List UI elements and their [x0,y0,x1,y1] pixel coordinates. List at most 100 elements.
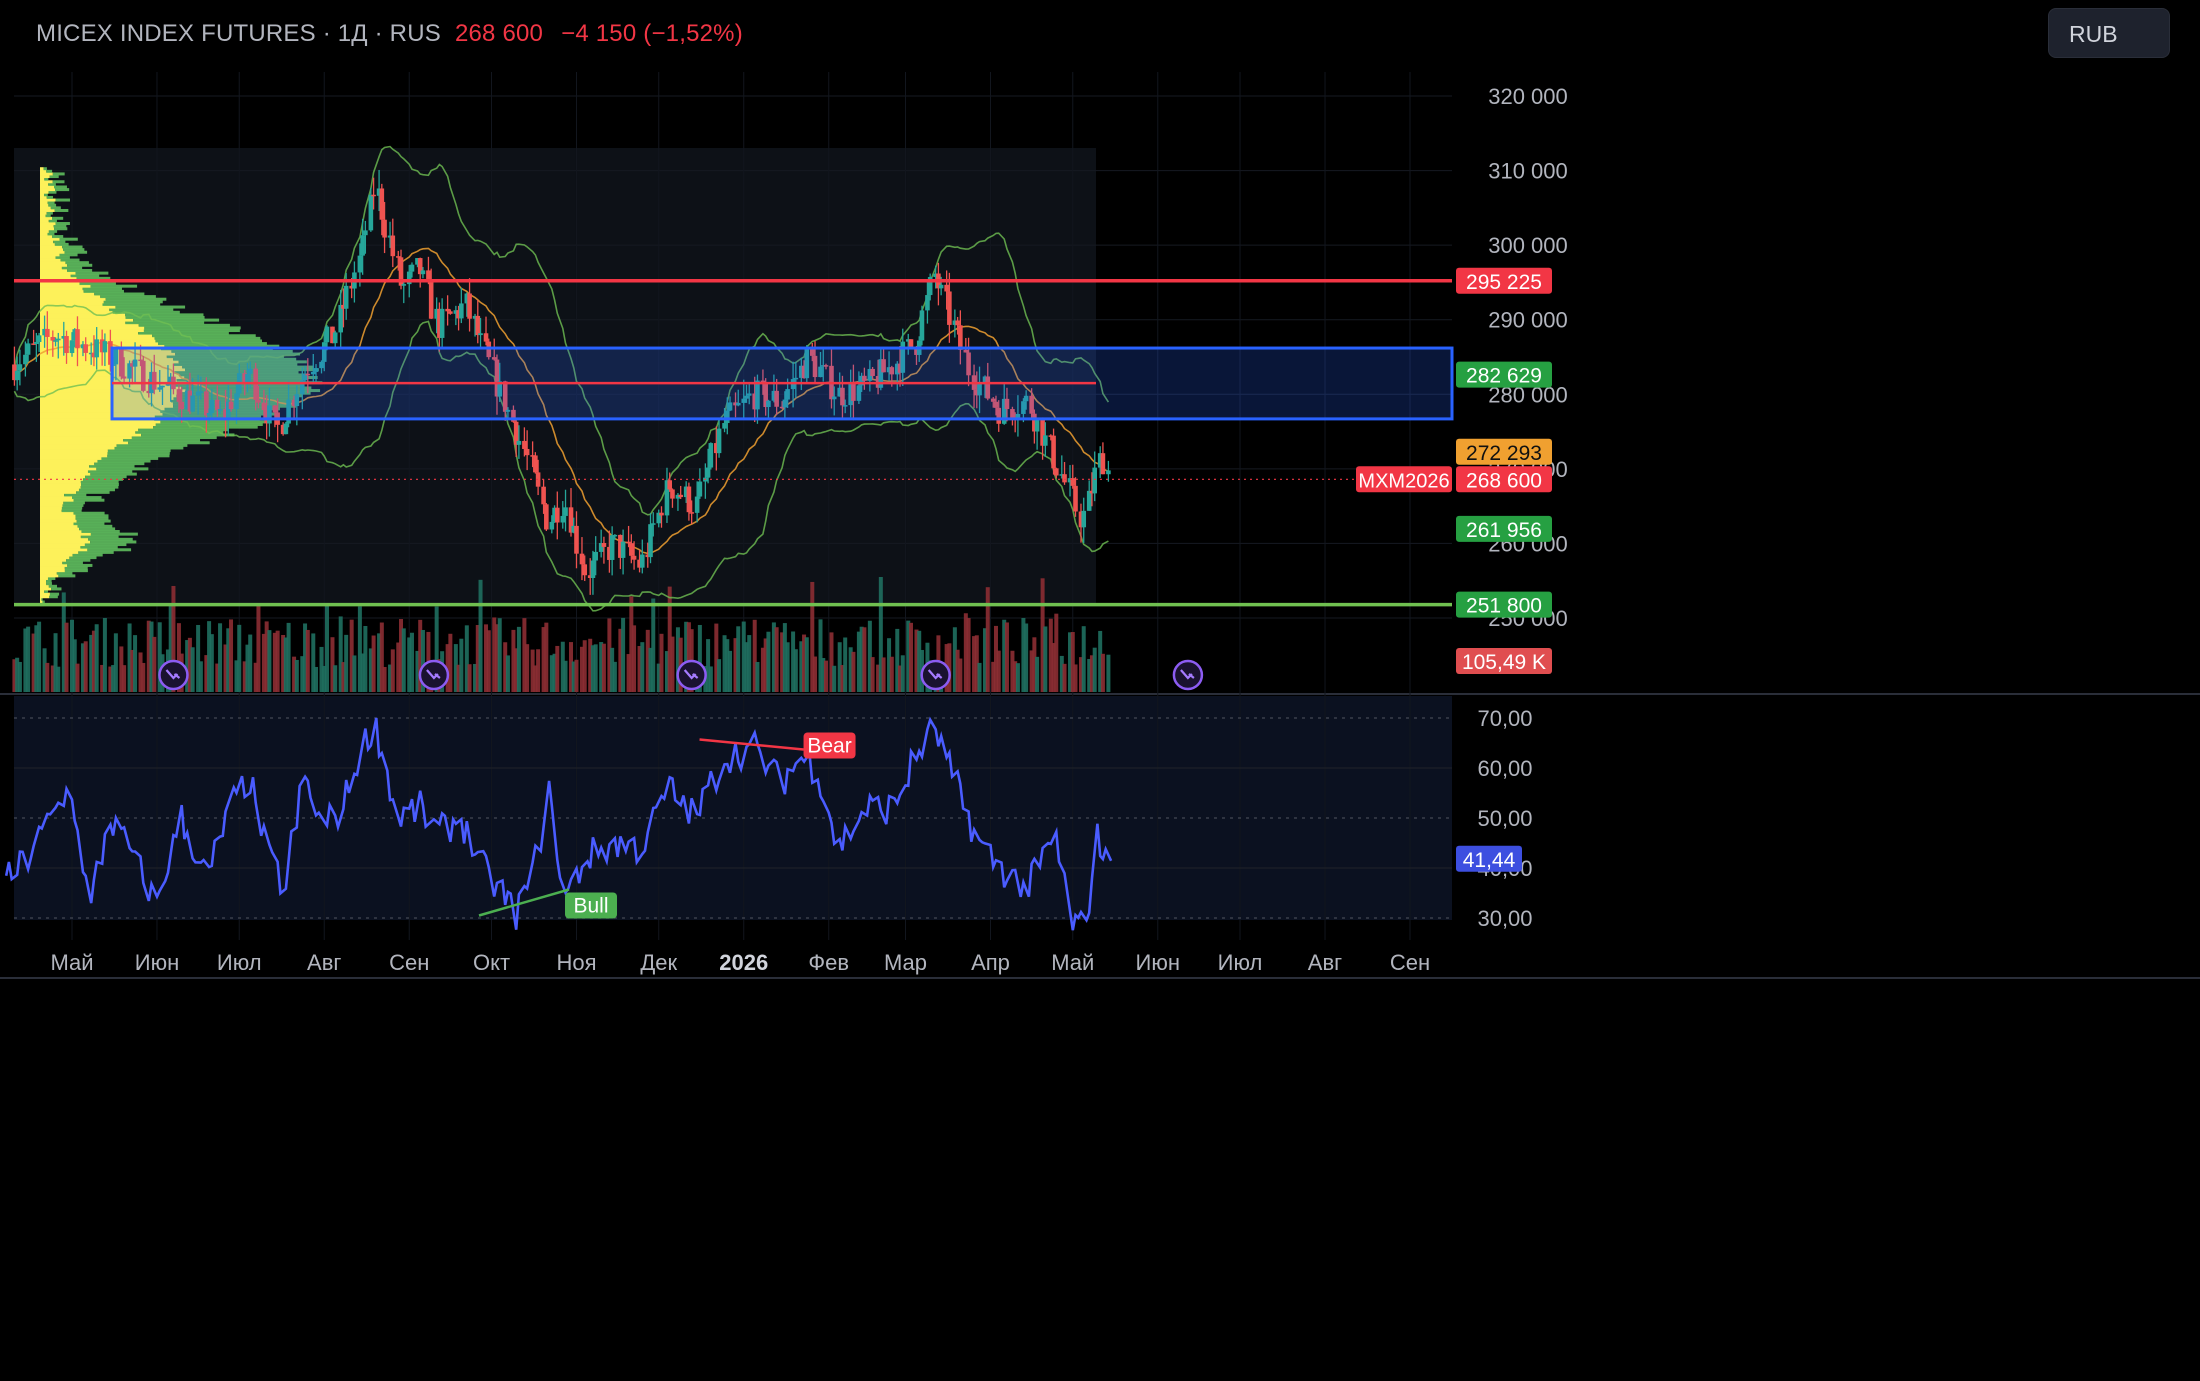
volume-bar [505,655,510,692]
profile-bar-rest [162,412,276,416]
profile-bar-value [40,428,139,432]
volume-bar [34,625,39,692]
profile-bar-rest [173,357,297,361]
candle-body [242,373,248,383]
volume-bar [823,660,828,692]
candle-body [809,347,815,356]
candle-body [55,338,61,341]
candle-body [659,512,664,516]
candle-body [121,376,127,379]
profile-bar-value [40,214,46,218]
candle-body [977,383,982,396]
profile-bar-rest [79,527,116,531]
volume-bar [314,666,319,692]
price-tag-text: 268 600 [1466,469,1542,492]
profile-bar-rest [62,245,83,249]
profile-bar-value [40,493,65,497]
profile-bar-value [40,566,65,570]
volume-bar [895,628,900,692]
candle-body [966,352,971,376]
volume-bar [100,664,105,692]
profile-bar-rest [46,169,53,173]
volume-bar [171,585,176,692]
volume-bar [878,577,883,692]
profile-bar-rest [41,597,43,601]
volume-bar [253,662,258,692]
candle-body [938,284,944,289]
profile-bar-rest [75,271,109,275]
profile-bar-value [40,248,64,252]
profile-bar-rest [69,556,97,560]
profile-bar-rest [78,488,115,492]
profile-bar-rest [48,229,58,233]
profile-bar-value [40,329,144,333]
candle-body [1054,468,1059,476]
profile-bar-value [40,584,49,588]
candle-body [763,382,768,408]
profile-bar-rest [61,266,83,270]
profile-bar-rest [100,295,156,299]
event-arrow-icon [165,669,181,680]
volume-bar [17,661,22,692]
profile-bar-value [40,190,49,194]
profile-bar-value [40,295,101,299]
candle-body [535,472,541,487]
volume-bar [1054,613,1059,692]
volume-bar [45,662,50,692]
candle-body [376,188,382,196]
candle-body [631,555,637,560]
profile-bar-value [40,576,48,580]
candle-body [708,443,714,468]
profile-bar-value [40,193,45,197]
event-markers[interactable] [158,659,1204,691]
candle-body [856,385,862,401]
profile-bar-value [40,208,55,212]
rsi-line [4,716,1113,931]
profile-bar-value [40,266,62,270]
profile-bar-value [40,535,81,539]
profile-bar-rest [58,574,76,578]
candle-body [544,504,549,530]
profile-bar-value [40,188,56,192]
profile-bar-rest [75,514,109,518]
profile-bar-rest [88,537,133,541]
volume-bar [64,622,69,692]
volume-bar [536,649,541,692]
volume-bar [832,665,837,692]
profile-bar-value [40,242,55,246]
currency-button[interactable]: RUB [2048,8,2170,58]
profile-bar-rest [54,227,68,231]
horizontal-levels[interactable] [14,279,1454,607]
profile-bar-value [40,323,139,327]
candle-body [842,405,848,407]
candle-body [478,333,483,336]
x-tick-label: Авг [307,950,341,975]
volume-bar [401,628,406,692]
volume-bar [1043,626,1048,692]
profile-bar-value [40,425,154,429]
volume-bar [113,633,118,692]
profile-bar-rest [64,569,88,573]
volume-bar [15,657,20,692]
profile-bar-rest [109,308,174,312]
candle-body [862,375,867,381]
profile-bar-value [40,216,53,220]
profile-bar-value [40,282,80,286]
volume-bar [379,622,384,692]
profile-bar-rest [48,584,58,588]
volume-bar [958,658,963,692]
volume-bar [717,659,722,692]
volume-bar [972,636,977,692]
candle-body [31,343,36,345]
profile-bar-rest [160,409,272,413]
candle-body [64,336,69,354]
volume-bar [53,633,58,692]
candle-body [974,389,980,396]
profile-bar-value [40,516,76,520]
rsi-value-text: 41,44 [1463,849,1516,872]
candle-body [102,341,108,353]
volume-bar [588,638,593,692]
volume-bar [1021,617,1026,692]
profile-bar-value [40,274,71,278]
